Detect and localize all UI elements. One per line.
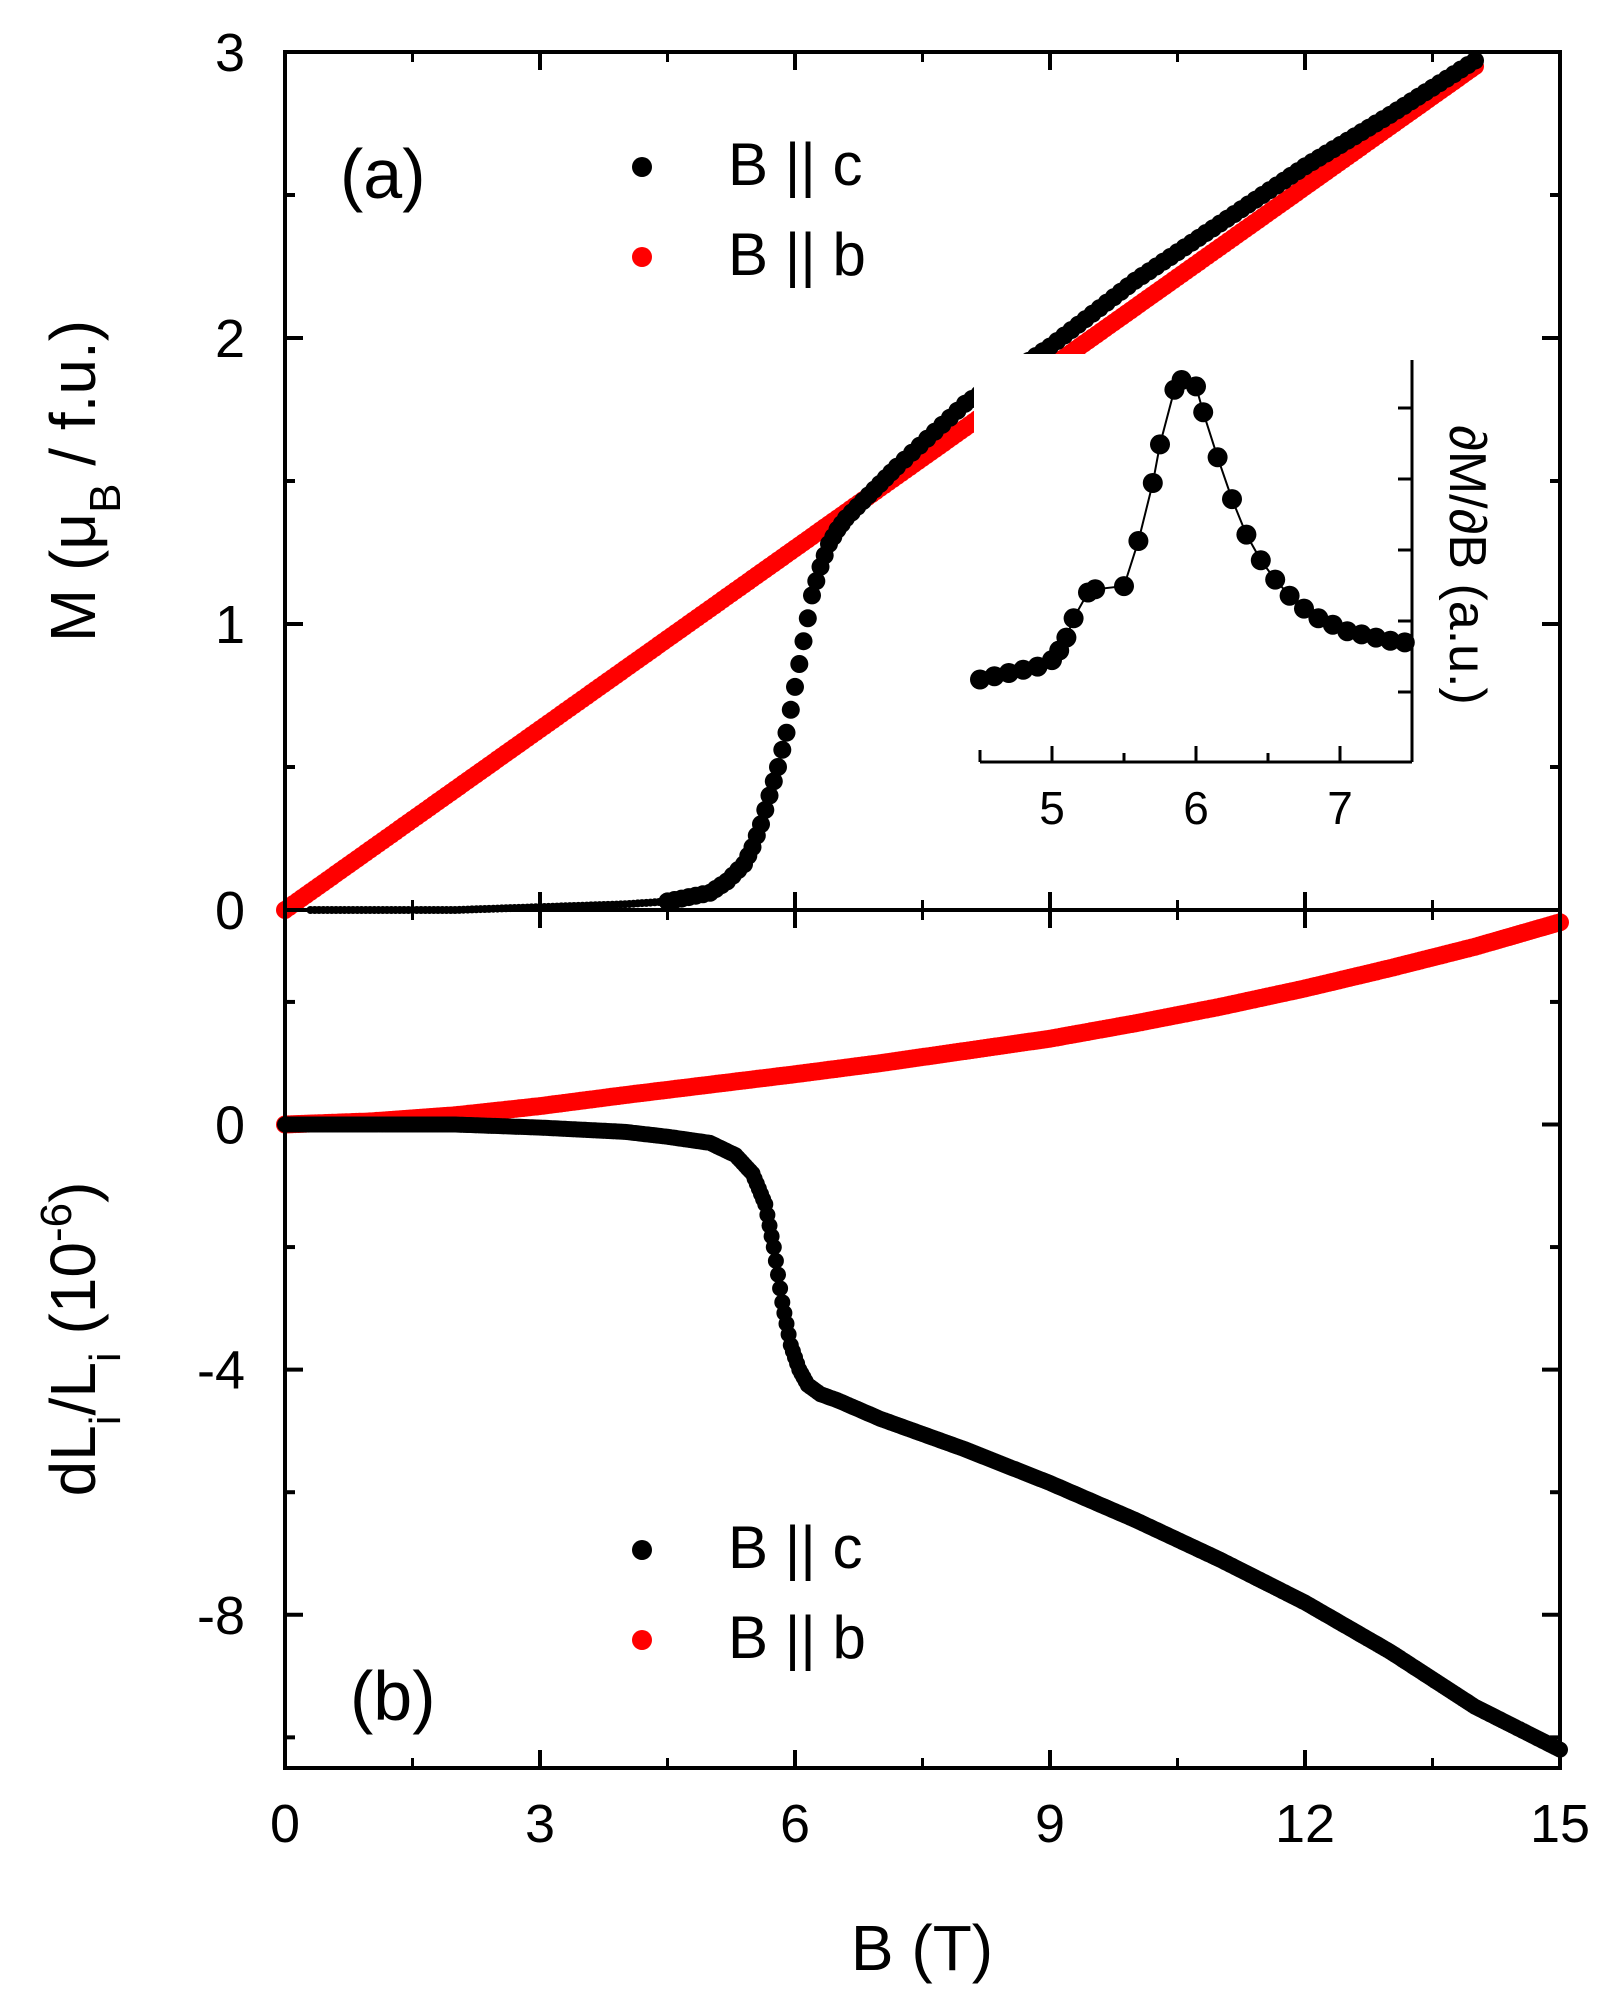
legend-b-marker xyxy=(632,1630,652,1650)
panel-a-ylabel: M (μB / f.u.) xyxy=(37,320,130,642)
legend-a-marker xyxy=(632,157,652,177)
inset-point xyxy=(1114,576,1134,597)
x-tick-label: 0 xyxy=(270,1794,300,1854)
inset-point xyxy=(1394,632,1415,653)
inset-point xyxy=(1128,531,1149,551)
inset-point xyxy=(1063,608,1084,629)
panel-a-ytick-label: 0 xyxy=(215,881,245,941)
inset-point xyxy=(1207,447,1228,468)
inset-point xyxy=(1265,569,1286,590)
inset-point xyxy=(1236,524,1257,545)
inset-point xyxy=(1193,402,1214,423)
inset-point xyxy=(1250,550,1271,571)
x-axis-title: B (T) xyxy=(851,1912,993,1984)
panel-a-ytick-label: 3 xyxy=(215,23,245,83)
panel-a-point-b-parallel-c xyxy=(773,740,792,759)
legend-b-label: B || c xyxy=(728,1514,863,1581)
x-tick-label: 15 xyxy=(1530,1794,1590,1854)
inset-xtick-label: 6 xyxy=(1183,782,1209,834)
panel-b: 0 -4 -8 (b) B || c B || b dLi/Li (10-6) xyxy=(32,908,1569,1770)
panel-a-point-b-parallel-c xyxy=(794,632,813,651)
inset-point xyxy=(1279,585,1300,606)
inset-point xyxy=(1294,598,1314,619)
panel-a-point-b-parallel-c xyxy=(798,609,817,628)
panel-b-ytick-label: -4 xyxy=(197,1341,245,1401)
inset-xtick-label: 7 xyxy=(1327,782,1353,834)
x-tick-label: 9 xyxy=(1035,1794,1065,1854)
panel-b-ylabel: dLi/Li (10-6) xyxy=(32,1182,130,1497)
panel-a-ytick-label: 1 xyxy=(215,595,245,655)
legend-b-label: B || b xyxy=(728,1604,866,1671)
x-tick-label: 6 xyxy=(780,1794,810,1854)
legend-a-label: B || b xyxy=(728,221,866,288)
panel-a-point-b-parallel-c xyxy=(807,572,826,591)
panel-a-point-b-parallel-c xyxy=(803,586,821,605)
panel-b-ytick-label: 0 xyxy=(215,1096,245,1156)
inset-background xyxy=(974,354,1418,768)
x-tick-label: 3 xyxy=(525,1794,555,1854)
legend-b-marker xyxy=(632,1540,652,1560)
panel-b-point-b-parallel-c xyxy=(770,1266,786,1283)
panel-a-point-b-parallel-c xyxy=(756,800,775,819)
panel-b-label: (b) xyxy=(350,1657,436,1735)
panel-b-point-b-parallel-c xyxy=(767,1252,784,1269)
panel-b-point-b-parallel-c xyxy=(772,1280,789,1297)
legend-a-label: B || c xyxy=(728,131,863,198)
inset-point xyxy=(1222,489,1242,510)
panel-a-point-b-parallel-c xyxy=(760,786,779,805)
panel-a-label: (a) xyxy=(340,135,426,213)
inset-point xyxy=(1186,376,1206,397)
panel-a-point-b-parallel-c xyxy=(752,815,770,834)
panel-a-point-b-parallel-c xyxy=(769,758,787,776)
legend-a-marker xyxy=(632,247,652,267)
panel-b-ytick-label: -8 xyxy=(197,1586,245,1646)
inset-point xyxy=(1150,434,1170,455)
panel-a-point-b-parallel-c xyxy=(764,772,783,791)
inset-point xyxy=(1085,579,1106,600)
panel-a-point-b-parallel-c xyxy=(777,723,796,742)
panel-a: 0 1 2 3 5 6 7 ∂M/∂B (a.u.) (a) B || c B || b M … xyxy=(37,23,1562,941)
panel-b-point-b-parallel-c xyxy=(765,1239,782,1256)
inset-ylabel: ∂M/∂B (a.u.) xyxy=(1438,425,1496,705)
panel-a-ytick-label: 2 xyxy=(215,309,245,369)
panel-a-point-b-parallel-c xyxy=(786,677,804,696)
panel-a-point-b-parallel-c xyxy=(790,655,809,673)
inset-xtick-label: 5 xyxy=(1039,782,1065,834)
panel-a-point-b-parallel-c xyxy=(781,700,800,719)
inset-point xyxy=(1056,627,1077,648)
x-tick-label: 12 xyxy=(1275,1794,1335,1854)
inset-point xyxy=(1142,473,1163,493)
panel-a-point-b-parallel-c xyxy=(1466,51,1484,70)
